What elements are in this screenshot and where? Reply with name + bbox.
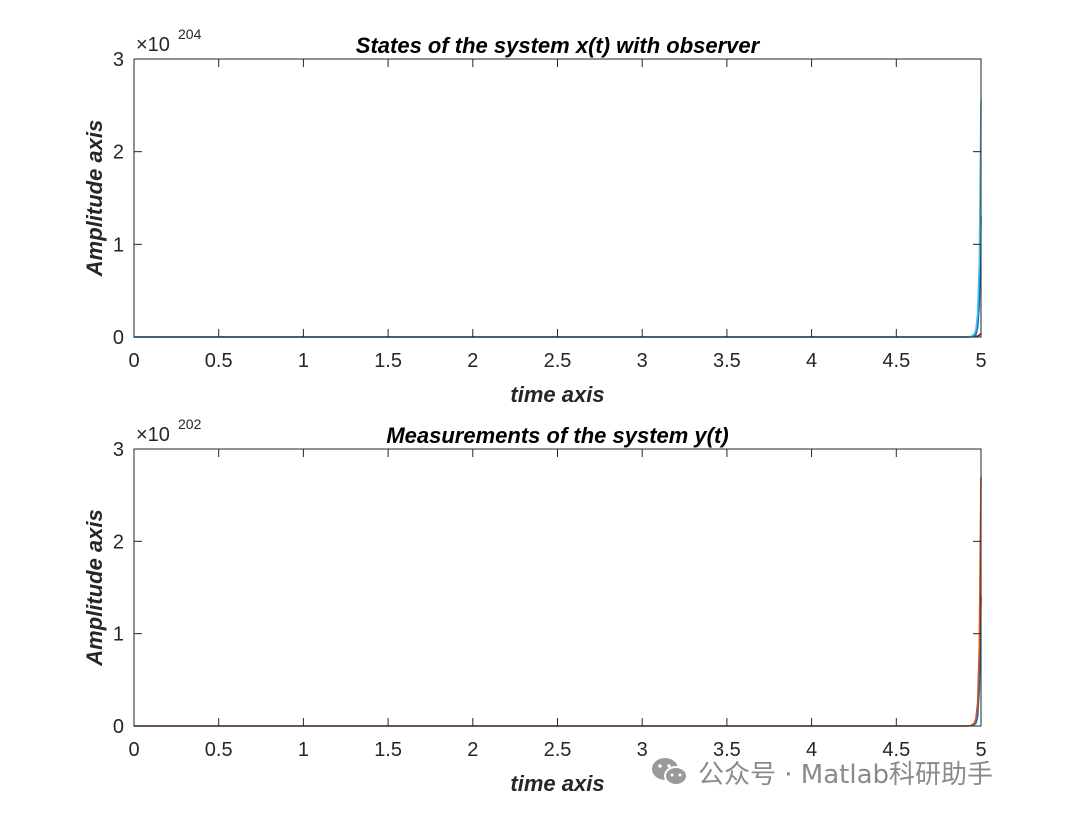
x-tick-label: 5 [975, 350, 986, 372]
x-tick-label: 0.5 [205, 350, 233, 372]
wechat-icon [652, 758, 688, 786]
y-tick-label: 0 [113, 327, 124, 349]
y-tick-label: 3 [113, 49, 124, 71]
x-tick-label: 2 [467, 350, 478, 372]
x-tick-label: 3 [637, 350, 648, 372]
axes-box [133, 58, 982, 338]
y-tick-label: 0 [113, 716, 124, 738]
y-tick-label: 2 [113, 142, 124, 164]
y-axis-label: Amplitude axis [82, 120, 107, 277]
x-tick-label: 1.5 [374, 739, 402, 761]
y-multiplier-exponent: 204 [178, 26, 202, 42]
x-tick-label: 4.5 [882, 739, 910, 761]
y-multiplier: ×10 [136, 34, 170, 56]
watermark: 公众号 · Matlab科研助手 [650, 752, 993, 792]
y-tick-label: 2 [113, 531, 124, 553]
watermark-text: 公众号 · Matlab科研助手 [698, 759, 994, 790]
x-tick-label: 4 [806, 350, 817, 372]
x-axis-label: time axis [510, 771, 604, 796]
chart-title: Measurements of the system y(t) [386, 423, 728, 448]
x-axis-label: time axis [510, 382, 604, 407]
series-line-2 [134, 476, 982, 727]
x-tick-label: 0 [128, 350, 139, 372]
x-tick-label: 5 [975, 739, 986, 761]
subplot-2: 0 0.5 1 1.5 2 2.5 3 3.5 4 4.5 5 0 1 2 3 ×10 202 Measureme… [82, 416, 987, 796]
chart-title: States of the system x(t) with observer [356, 33, 761, 58]
x-tick-label: 3.5 [713, 739, 741, 761]
x-tick-label: 4 [806, 739, 817, 761]
series-line-1 [134, 596, 982, 727]
x-tick-label: 3.5 [713, 350, 741, 372]
axes-box [133, 448, 982, 727]
x-tick-label: 0 [128, 739, 139, 761]
x-tick-label: 1 [298, 350, 309, 372]
subplot-1: 0 0.5 1 1.5 2 2.5 3 3.5 4 4.5 5 0 1 2 3 ×10 204 States of… [82, 26, 987, 407]
y-tick-label: 1 [113, 624, 124, 646]
x-tick-label: 4.5 [882, 350, 910, 372]
y-axis-label: Amplitude axis [82, 509, 107, 666]
x-tick-label: 0.5 [205, 739, 233, 761]
series-line-3 [134, 100, 982, 338]
y-tick-label: 1 [113, 234, 124, 256]
x-tick-label: 2 [467, 739, 478, 761]
x-tick-label: 2.5 [544, 739, 572, 761]
x-tick-label: 2.5 [544, 350, 572, 372]
y-tick-label: 3 [113, 439, 124, 461]
y-multiplier: ×10 [136, 424, 170, 446]
y-multiplier-exponent: 202 [178, 416, 202, 432]
x-tick-label: 1 [298, 739, 309, 761]
x-tick-label: 3 [637, 739, 648, 761]
x-tick-label: 1.5 [374, 350, 402, 372]
series-line-2 [134, 216, 982, 338]
